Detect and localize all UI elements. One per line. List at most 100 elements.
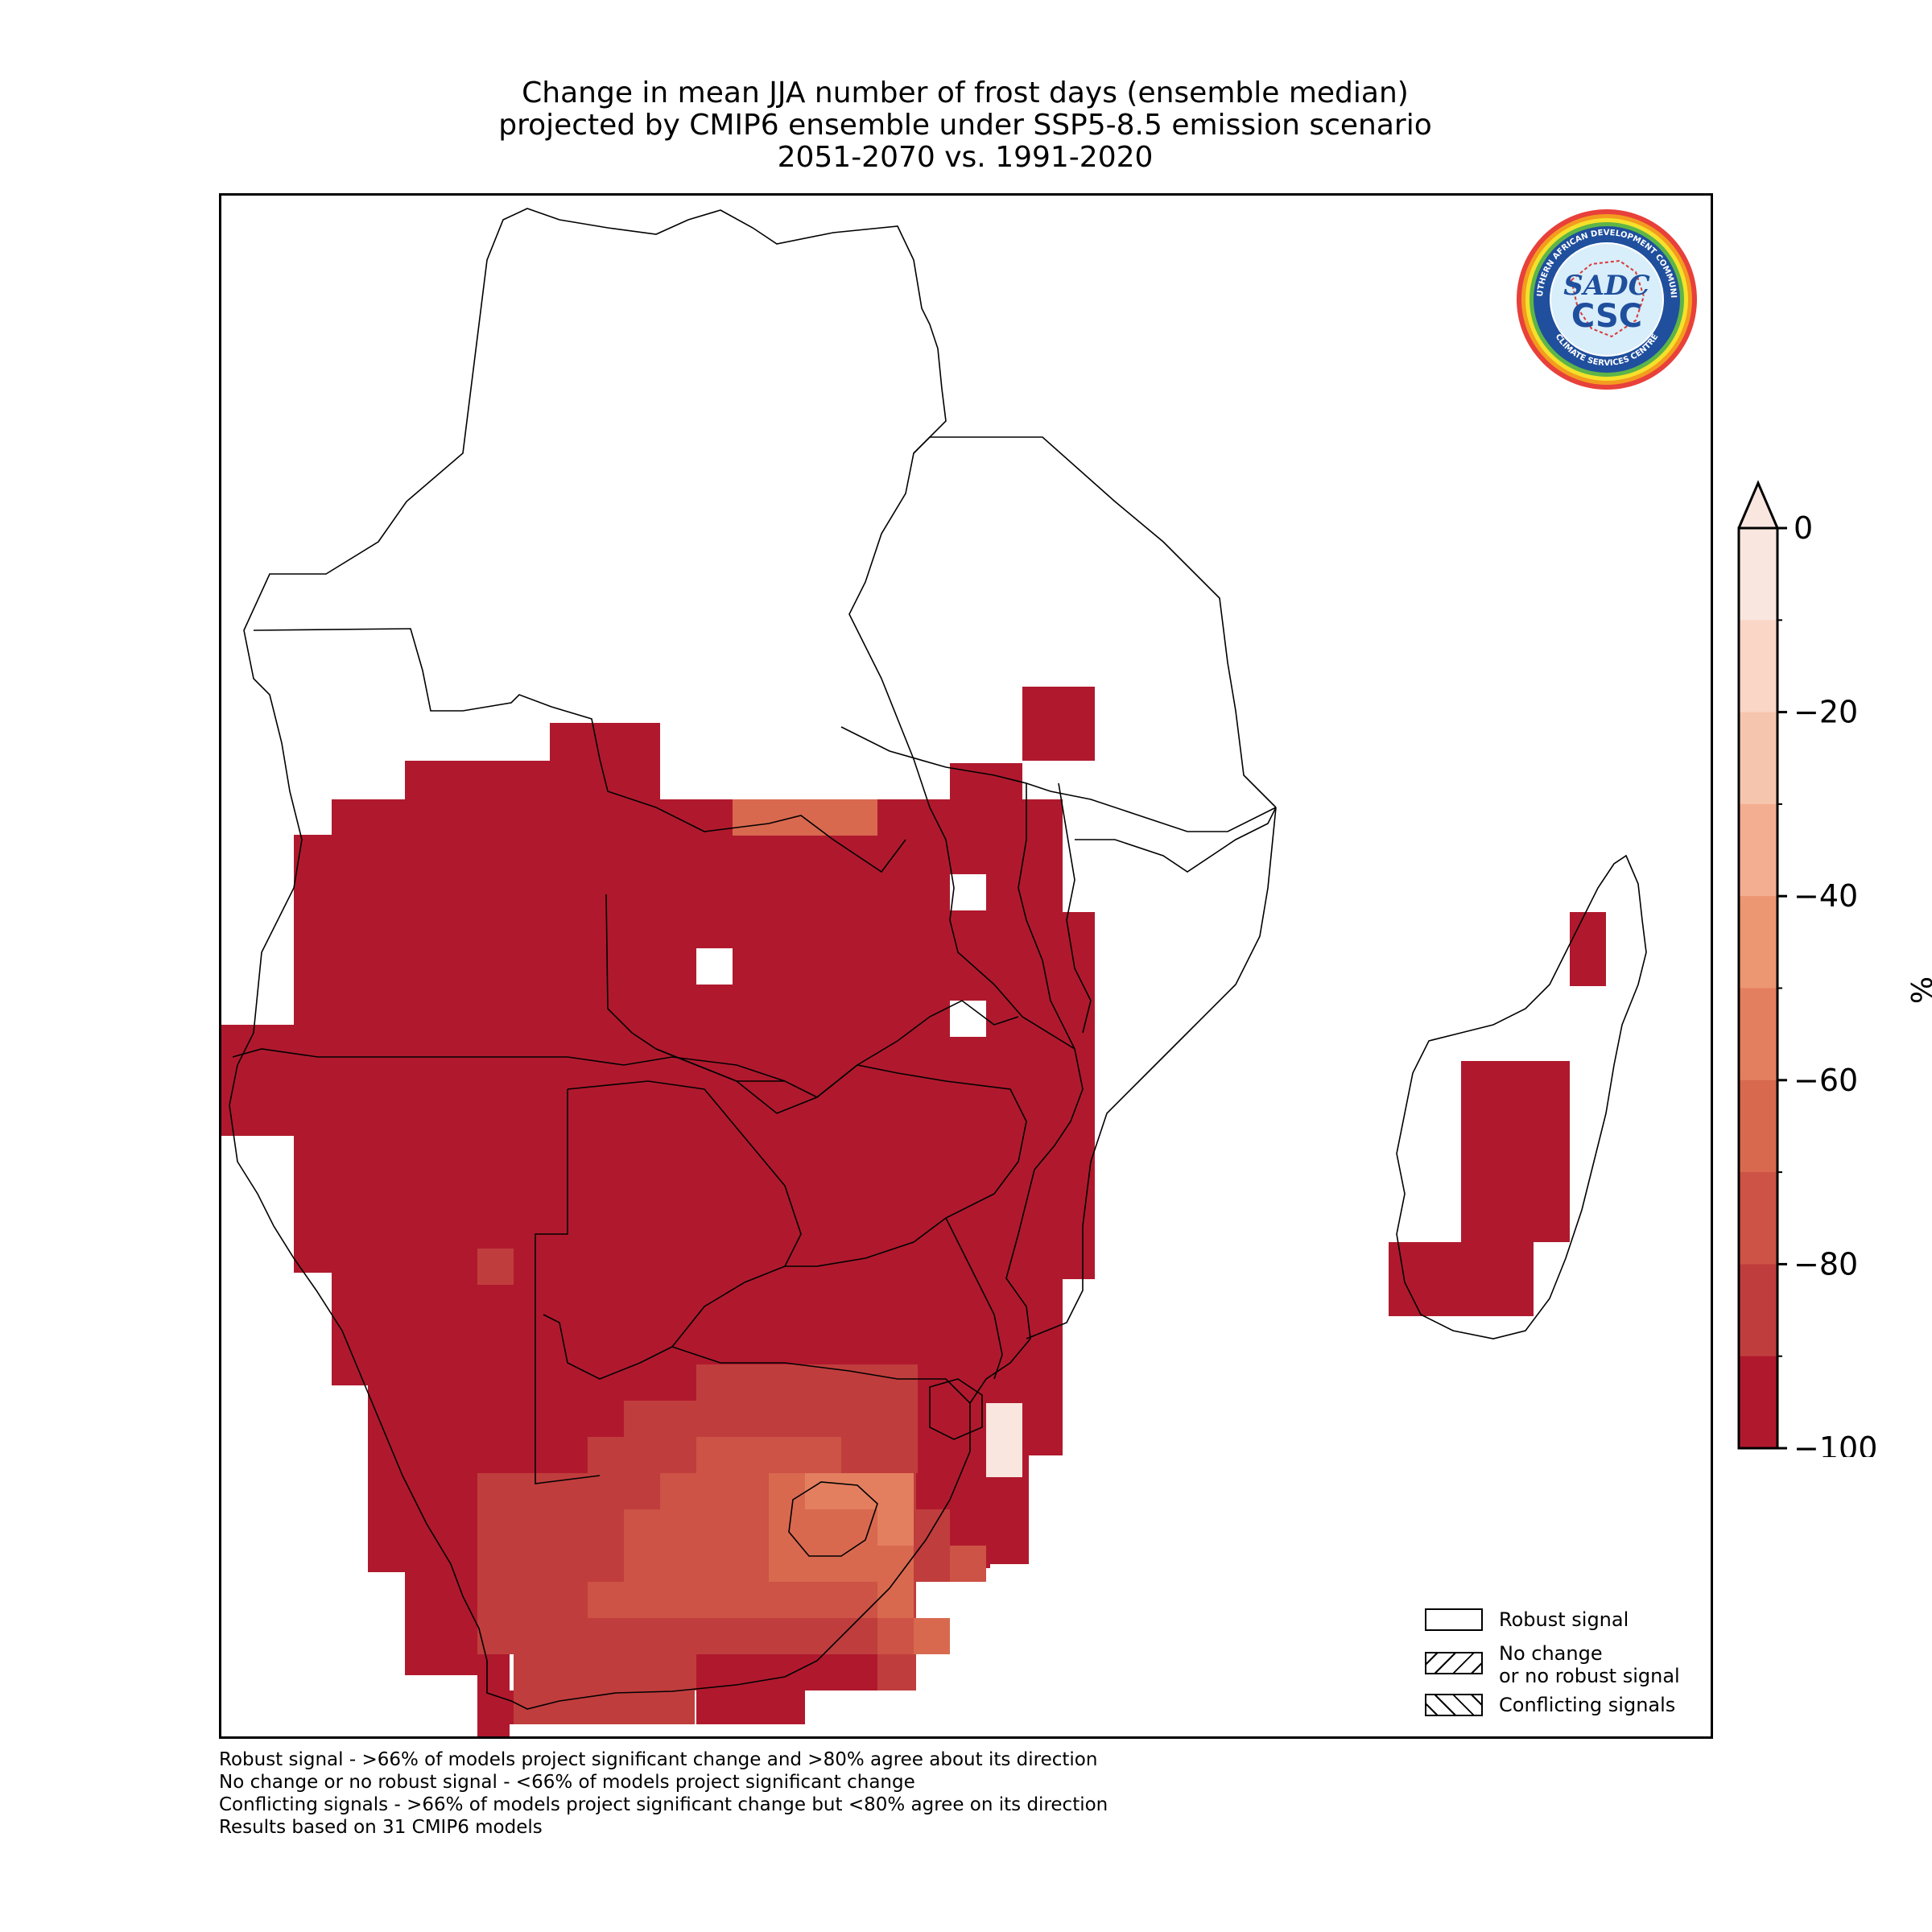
logo-monogram-top: SADC	[1563, 270, 1649, 302]
colorbar-unit: %	[1906, 976, 1932, 1004]
grid-cell	[805, 1654, 877, 1690]
legend-swatch-robust	[1425, 1608, 1483, 1631]
grid-cell	[877, 1473, 914, 1546]
grid-cell	[696, 1364, 918, 1401]
colorbar-band	[1739, 896, 1777, 989]
grid-cell	[769, 1473, 805, 1509]
grid-cell	[477, 1249, 514, 1285]
colorbar-band	[1739, 620, 1777, 713]
footnote-robust: Robust signal - >66% of models project s…	[219, 1749, 1098, 1770]
border-angola-namibia	[232, 1048, 786, 1082]
grid-cell	[1461, 1242, 1534, 1316]
colorbar-tick-label: −80	[1794, 1246, 1858, 1282]
legend-conflicting: Conflicting signals	[1425, 1694, 1675, 1716]
border-tanzania-south	[840, 726, 1277, 832]
colorbar-extend-arrow	[1737, 480, 1779, 529]
title-line-1: Change in mean JJA number of frost days …	[522, 76, 1409, 109]
colorbar-band	[1739, 1356, 1777, 1449]
border-lesotho	[788, 1481, 878, 1557]
footnote-models: Results based on 31 CMIP6 models	[219, 1817, 543, 1838]
grid-cell	[624, 1401, 918, 1437]
legend-swatch-no-change	[1425, 1652, 1483, 1674]
map-panel	[219, 193, 1713, 1739]
grid-cell	[914, 1509, 950, 1582]
coast-mozambique	[1026, 807, 1277, 1340]
colorbar-tick-label: 0	[1794, 510, 1813, 546]
legend-label-no-change-1: No change	[1499, 1642, 1603, 1665]
grid-cell	[696, 1690, 805, 1724]
grid-cell	[1461, 1061, 1570, 1242]
colorbar-tick-label: −20	[1794, 695, 1858, 730]
border-sa-north	[671, 1346, 971, 1404]
legend-robust: Robust signal	[1425, 1608, 1629, 1631]
grid-cell	[1029, 1298, 1063, 1455]
grid-cell	[514, 1690, 695, 1724]
grid-cell	[550, 723, 660, 761]
colorbar-band	[1739, 988, 1777, 1081]
grid-cell	[696, 1654, 805, 1690]
grid-cell-empty	[950, 1001, 986, 1037]
colorbar-band	[1739, 1172, 1777, 1265]
legend-swatch-conflicting	[1425, 1694, 1483, 1716]
footnote-no-change: No change or no robust signal - <66% of …	[219, 1772, 915, 1793]
grid-cell	[733, 799, 877, 836]
grid-cell	[588, 1582, 914, 1618]
grid-cell	[914, 1618, 950, 1654]
colorbar-ticks: 0 −20 −40 −60 −80 −100	[1777, 510, 1877, 1457]
footnotes: Robust signal - >66% of models project s…	[219, 1748, 1108, 1839]
grid-cell	[660, 799, 733, 836]
colorbar-band	[1739, 1264, 1777, 1357]
grid-cell	[696, 1437, 841, 1473]
grid-cell	[332, 1273, 405, 1385]
grid-cell	[221, 1025, 294, 1136]
grid-cell	[1059, 1097, 1095, 1279]
coastline-mainland	[229, 208, 1084, 1710]
grid-cell	[1022, 687, 1095, 761]
grid-cell	[733, 1473, 769, 1582]
colorbar-tick-label: −40	[1794, 878, 1858, 914]
sadc-csc-logo: SOUTHERN AFRICAN DEVELOPMENT COMMUNITY C…	[1515, 208, 1697, 390]
grid-cell	[877, 1546, 914, 1618]
border-eswatini	[929, 1378, 983, 1440]
border-botswana-namibia	[535, 1089, 601, 1484]
legend-no-change: No change or no robust signal	[1425, 1642, 1680, 1687]
title-line-3: 2051-2070 vs. 1991-2020	[777, 141, 1154, 174]
grid-cell	[660, 836, 877, 960]
grid-cell	[950, 1546, 986, 1582]
border-malawi	[1018, 782, 1092, 1050]
colorbar-band	[1739, 803, 1777, 897]
border-zimbabwe	[736, 1064, 1027, 1267]
border-tanzania	[913, 436, 1277, 808]
grid-cell	[368, 1385, 405, 1572]
title-line-2: projected by CMIP6 ensemble under SSP5-8…	[498, 109, 1432, 142]
grid-cell-empty	[950, 874, 986, 910]
border-mozambique-south	[945, 1217, 1003, 1380]
grid-cell	[405, 1564, 477, 1675]
map-title: Change in mean JJA number of frost days …	[217, 77, 1713, 174]
colorbar-band	[1739, 1080, 1777, 1173]
legend-label-no-change-2: or no robust signal	[1499, 1665, 1680, 1687]
legend-label-conflicting: Conflicting signals	[1499, 1694, 1676, 1716]
country-borders	[229, 208, 1647, 1710]
grid-cell-empty	[696, 948, 733, 985]
logo-monogram-bottom: CSC	[1571, 298, 1642, 335]
grid-cell	[877, 1618, 914, 1654]
colorbar-tick-label: −100	[1794, 1430, 1877, 1457]
footnote-conflicting: Conflicting signals - >66% of models pro…	[219, 1794, 1108, 1815]
grid-cell	[332, 799, 405, 835]
grid-cell	[950, 763, 1022, 799]
legend-label-robust: Robust signal	[1499, 1608, 1629, 1631]
border-zambia-east	[655, 1000, 1019, 1098]
grid-cell	[294, 1194, 405, 1273]
colorbar-tick-label: −60	[1794, 1063, 1858, 1098]
grid-cell	[986, 1403, 1022, 1477]
grid-cell	[294, 835, 405, 1197]
change-grid	[221, 687, 1606, 1736]
grid-cell	[841, 1618, 877, 1654]
border-botswana-east	[543, 1080, 802, 1380]
colorbar: 0 −20 −40 −60 −80 −100 %	[1737, 480, 1932, 1457]
colorbar-band	[1739, 712, 1777, 805]
border-mozambique-north	[1075, 807, 1277, 873]
colorbar-band	[1739, 528, 1777, 621]
grid-cell	[805, 1473, 877, 1509]
